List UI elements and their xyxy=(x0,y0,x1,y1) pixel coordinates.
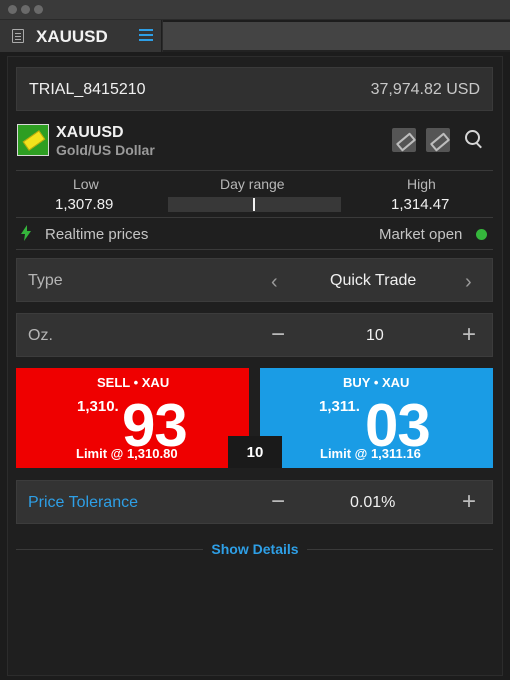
sell-title: SELL • XAU xyxy=(97,375,170,390)
instrument-name: Gold/US Dollar xyxy=(56,142,155,158)
tab-bar: XAUUSD xyxy=(0,20,510,52)
hamburger-menu-icon[interactable] xyxy=(139,29,153,43)
decrease-quantity-button[interactable]: − xyxy=(271,321,286,348)
buy-button[interactable]: BUY • XAU 1,311. 03 Limit @ 1,311.16 xyxy=(260,368,493,468)
increase-quantity-button[interactable]: + xyxy=(462,321,477,348)
quantity-input[interactable]: 10 xyxy=(366,327,384,344)
day-range-label: Day range xyxy=(220,176,285,192)
order-type-value[interactable]: Quick Trade xyxy=(330,272,417,289)
quantity-label: Oz. xyxy=(28,327,53,344)
increase-tolerance-button[interactable]: + xyxy=(462,488,477,515)
sell-price-prefix: 1,310. xyxy=(77,398,119,415)
price-tolerance-value[interactable]: 0.01% xyxy=(350,494,396,511)
order-type-label: Type xyxy=(28,272,63,289)
sell-limit: Limit @ 1,310.80 xyxy=(76,446,178,461)
divider xyxy=(16,170,493,171)
account-bar[interactable]: TRIAL_8415210 37,974.82 USD xyxy=(16,67,493,111)
buy-price-prefix: 1,311. xyxy=(319,398,360,415)
price-tolerance-row: Price Tolerance − 0.01% + xyxy=(16,480,493,524)
price-tolerance-label[interactable]: Price Tolerance xyxy=(28,494,138,511)
quantity-row: Oz. − 10 + xyxy=(16,313,493,357)
document-icon xyxy=(12,29,24,43)
window-titlebar xyxy=(0,0,510,20)
search-icon[interactable] xyxy=(463,128,485,150)
high-label: High xyxy=(407,176,436,192)
divider xyxy=(16,217,493,218)
sell-price-big: 93 xyxy=(122,392,188,459)
buy-limit: Limit @ 1,311.16 xyxy=(320,446,421,461)
buy-title: BUY • XAU xyxy=(343,375,410,390)
account-id: TRIAL_8415210 xyxy=(29,81,146,98)
low-label: Low xyxy=(73,176,99,192)
window-close-dot[interactable] xyxy=(8,5,17,14)
day-range-bar xyxy=(168,197,341,212)
buy-price-big: 03 xyxy=(365,392,431,459)
divider xyxy=(16,249,493,250)
edit-pencil-icon[interactable] xyxy=(392,128,416,152)
high-value: 1,314.47 xyxy=(391,196,450,213)
day-range-marker xyxy=(253,198,255,211)
instrument-symbol: XAUUSD xyxy=(56,124,124,141)
low-value: 1,307.89 xyxy=(55,196,114,213)
tab-title: XAUUSD xyxy=(36,27,108,46)
chevron-left-icon[interactable]: ‹ xyxy=(271,271,278,293)
trade-panel xyxy=(7,56,503,676)
show-details-link[interactable]: Show Details xyxy=(0,541,510,557)
window-zoom-dot[interactable] xyxy=(34,5,43,14)
lightning-icon xyxy=(21,225,31,241)
chevron-right-icon[interactable]: › xyxy=(465,271,472,293)
order-type-row: Type ‹ Quick Trade › xyxy=(16,258,493,302)
market-status-dot xyxy=(476,229,487,240)
decrease-tolerance-button[interactable]: − xyxy=(271,488,286,515)
window-minimize-dot[interactable] xyxy=(21,5,30,14)
edit-order-icon[interactable] xyxy=(426,128,450,152)
tab-xauusd[interactable]: XAUUSD xyxy=(0,20,162,52)
sell-button[interactable]: SELL • XAU 1,310. 93 Limit @ 1,310.80 xyxy=(16,368,249,468)
trade-quantity-badge: 10 xyxy=(228,436,282,468)
trade-quantity-value: 10 xyxy=(246,444,264,461)
realtime-prices-label: Realtime prices xyxy=(45,226,149,243)
gold-bar-icon xyxy=(17,124,49,156)
account-balance: 37,974.82 USD xyxy=(370,81,480,98)
show-details-label[interactable]: Show Details xyxy=(203,541,307,557)
market-status-label: Market open xyxy=(379,226,463,243)
tab-bar-empty xyxy=(163,20,510,52)
